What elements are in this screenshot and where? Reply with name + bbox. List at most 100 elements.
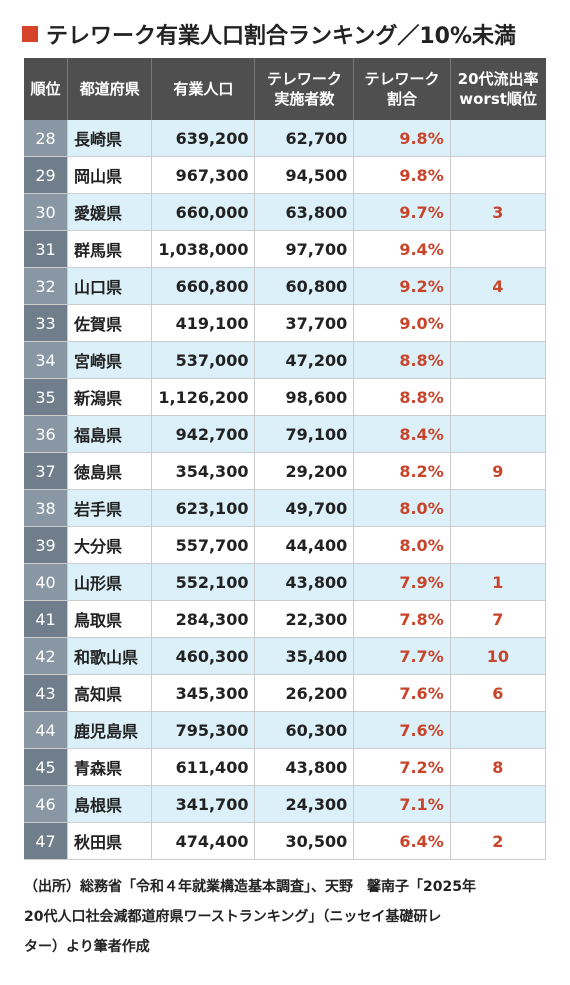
- cell-text: 岡山県: [74, 167, 123, 186]
- table-cell: 長崎県: [67, 120, 153, 157]
- rank-cell: 42: [24, 637, 69, 675]
- rank-cell: 45: [24, 748, 69, 786]
- table-cell: 8.8%: [353, 378, 451, 416]
- cell-text: 98,600: [285, 387, 348, 407]
- cell-text: 7.8%: [399, 609, 444, 629]
- table-cell: 6.4%: [353, 822, 451, 860]
- table-cell: 7.7%: [353, 637, 451, 675]
- cell-text: 46: [35, 794, 56, 814]
- cell-text: 新潟県: [74, 389, 123, 408]
- cell-text: 大分県: [74, 537, 123, 556]
- table-row: 29 岡山県 967,300 94,500 9.8%: [24, 156, 547, 194]
- header-text: 実施者数: [274, 90, 335, 108]
- cell-text: 45: [35, 757, 56, 777]
- cell-text: 419,100: [175, 313, 249, 333]
- cell-text: 9.4%: [399, 239, 444, 259]
- footnote-line: 20代人口社会減都道府県ワーストランキング」（ニッセイ基礎研レ: [24, 909, 442, 925]
- table-cell: 鳥取県: [67, 600, 153, 638]
- table-cell: 43,800: [254, 563, 355, 601]
- cell-text: 和歌山県: [74, 648, 139, 667]
- table-cell: 7: [450, 600, 547, 638]
- table-cell: 8.4%: [353, 415, 451, 453]
- cell-text: 660,000: [175, 202, 249, 222]
- header-text: 都道府県: [79, 80, 140, 98]
- header-cell: テレワーク 割合: [353, 58, 451, 120]
- cell-text: 36: [35, 424, 56, 444]
- table-cell: [450, 489, 547, 527]
- table-cell: 623,100: [151, 489, 256, 527]
- cell-text: 345,300: [175, 683, 249, 703]
- table-cell: 9: [450, 452, 547, 490]
- cell-text: 9.7%: [399, 202, 444, 222]
- cell-text: 42: [35, 646, 56, 666]
- table-cell: 愛媛県: [67, 193, 153, 231]
- table-cell: 2: [450, 822, 547, 860]
- table-cell: 354,300: [151, 452, 256, 490]
- cell-text: 660,800: [175, 276, 249, 296]
- cell-text: 44,400: [285, 535, 348, 555]
- table-cell: 9.8%: [353, 120, 451, 157]
- table-cell: 60,800: [254, 267, 355, 305]
- table-cell: 26,200: [254, 674, 355, 712]
- table-cell: 7.8%: [353, 600, 451, 638]
- cell-text: 43,800: [285, 572, 348, 592]
- rank-cell: 37: [24, 452, 69, 490]
- cell-text: 8.0%: [399, 498, 444, 518]
- table-cell: 29,200: [254, 452, 355, 490]
- table-cell: 660,800: [151, 267, 256, 305]
- cell-text: 1,126,200: [158, 387, 249, 407]
- table-cell: 山形県: [67, 563, 153, 601]
- cell-text: 24,300: [285, 794, 348, 814]
- table-cell: 557,700: [151, 526, 256, 564]
- table-cell: 60,300: [254, 711, 355, 749]
- cell-text: 47: [35, 831, 56, 851]
- table-cell: [450, 156, 547, 194]
- table-cell: 639,200: [151, 120, 256, 157]
- cell-text: 宮崎県: [74, 352, 123, 371]
- cell-text: 354,300: [175, 461, 249, 481]
- cell-text: 青森県: [74, 759, 123, 778]
- cell-text: 7.2%: [399, 757, 444, 777]
- header-text: worst順位: [459, 90, 537, 108]
- cell-text: 福島県: [74, 426, 123, 445]
- table-cell: 419,100: [151, 304, 256, 342]
- cell-text: 94,500: [285, 165, 348, 185]
- table-cell: 3: [450, 193, 547, 231]
- table-row: 44 鹿児島県 795,300 60,300 7.6%: [24, 711, 547, 749]
- cell-text: 岩手県: [74, 500, 123, 519]
- rank-cell: 38: [24, 489, 69, 527]
- cell-text: 3: [492, 202, 504, 222]
- table-cell: 660,000: [151, 193, 256, 231]
- table-cell: 63,800: [254, 193, 355, 231]
- table-cell: 大分県: [67, 526, 153, 564]
- header-text: 順位: [30, 80, 61, 98]
- table-cell: 島根県: [67, 785, 153, 823]
- cell-text: 552,100: [175, 572, 249, 592]
- rank-cell: 30: [24, 193, 69, 231]
- table-cell: [450, 120, 547, 157]
- table-cell: 7.1%: [353, 785, 451, 823]
- cell-text: 山形県: [74, 574, 123, 593]
- cell-text: 愛媛県: [74, 204, 123, 223]
- cell-text: 2: [492, 831, 504, 851]
- rank-cell: 46: [24, 785, 69, 823]
- table-cell: 鹿児島県: [67, 711, 153, 749]
- table-cell: 795,300: [151, 711, 256, 749]
- cell-text: 43,800: [285, 757, 348, 777]
- cell-text: 7.7%: [399, 646, 444, 666]
- table-cell: 8.2%: [353, 452, 451, 490]
- table-cell: 8.8%: [353, 341, 451, 379]
- table-cell: [450, 341, 547, 379]
- rank-cell: 29: [24, 156, 69, 194]
- cell-text: 47,200: [285, 350, 348, 370]
- table-cell: 7.2%: [353, 748, 451, 786]
- table-cell: 967,300: [151, 156, 256, 194]
- cell-text: 557,700: [175, 535, 249, 555]
- cell-text: 29: [35, 165, 56, 185]
- table-cell: 8.0%: [353, 526, 451, 564]
- cell-text: 40: [35, 572, 56, 592]
- cell-text: 43: [35, 683, 56, 703]
- table-cell: 8.0%: [353, 489, 451, 527]
- table-cell: 49,700: [254, 489, 355, 527]
- cell-text: 942,700: [175, 424, 249, 444]
